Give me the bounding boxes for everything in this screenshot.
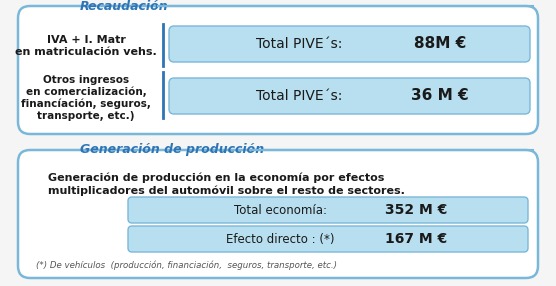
Text: 352 M €: 352 M € xyxy=(385,203,447,217)
Text: Recaudación: Recaudación xyxy=(80,0,168,13)
FancyBboxPatch shape xyxy=(169,78,530,114)
FancyBboxPatch shape xyxy=(128,226,528,252)
FancyBboxPatch shape xyxy=(18,150,538,278)
Text: IVA + I. Matr
en matriculación vehs.: IVA + I. Matr en matriculación vehs. xyxy=(15,35,157,57)
Text: Total PIVE´s:: Total PIVE´s: xyxy=(256,37,342,51)
Text: Total economía:: Total economía: xyxy=(234,204,326,217)
FancyBboxPatch shape xyxy=(128,197,528,223)
FancyBboxPatch shape xyxy=(169,26,530,62)
Text: Total PIVE´s:: Total PIVE´s: xyxy=(256,89,342,103)
Text: Generación de producción en la economía por efectos: Generación de producción en la economía … xyxy=(48,173,384,183)
Text: multiplicadores del automóvil sobre el resto de sectores.: multiplicadores del automóvil sobre el r… xyxy=(48,186,405,196)
Text: Efecto directo : (*): Efecto directo : (*) xyxy=(226,233,334,245)
Text: 36 M €: 36 M € xyxy=(411,88,469,104)
Text: Generación de producción: Generación de producción xyxy=(80,144,264,156)
Text: Otros ingresos
en comercialización,
financíación, seguros,
transporte, etc.): Otros ingresos en comercialización, fina… xyxy=(21,75,151,121)
Text: (*) De vehículos  (producción, financiación,  seguros, transporte, etc.): (*) De vehículos (producción, financiaci… xyxy=(36,260,337,270)
FancyBboxPatch shape xyxy=(18,6,538,134)
Text: 167 M €: 167 M € xyxy=(385,232,447,246)
Text: 88M €: 88M € xyxy=(414,37,466,51)
